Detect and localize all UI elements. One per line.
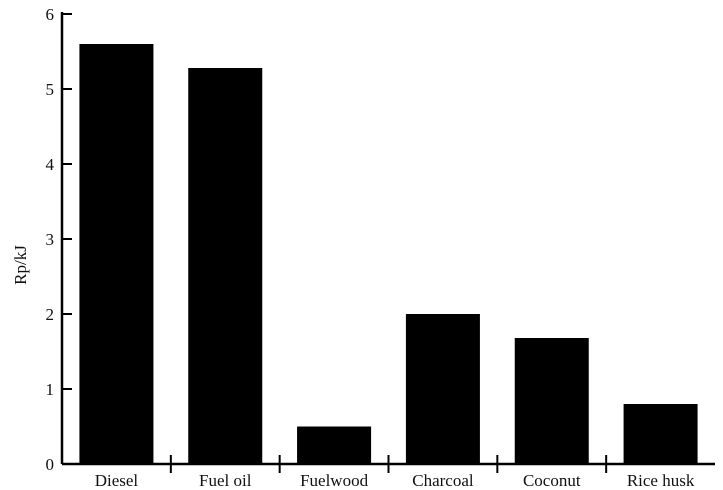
y-tick-label: 0 xyxy=(46,455,55,474)
bar-charcoal xyxy=(405,314,480,464)
x-category-label: Coconut xyxy=(523,471,581,490)
y-tick-label: 5 xyxy=(46,80,55,99)
y-axis-title: Rp/kJ xyxy=(11,245,30,285)
bar-rice-husk xyxy=(623,404,698,464)
x-category-label: Fuelwood xyxy=(300,471,369,490)
bar-fuel-oil xyxy=(188,68,263,464)
y-tick-label: 4 xyxy=(46,155,55,174)
x-category-label: Rice husk xyxy=(627,471,695,490)
bar-diesel xyxy=(79,44,154,464)
bar-fuelwood xyxy=(297,426,372,464)
bar-coconut xyxy=(514,338,589,464)
x-category-label: Diesel xyxy=(95,471,139,490)
x-category-label: Fuel oil xyxy=(199,471,252,490)
y-tick-label: 2 xyxy=(46,305,55,324)
y-tick-label: 3 xyxy=(46,230,55,249)
y-tick-label: 6 xyxy=(46,5,55,24)
y-tick-label: 1 xyxy=(46,380,55,399)
x-category-label: Charcoal xyxy=(412,471,474,490)
